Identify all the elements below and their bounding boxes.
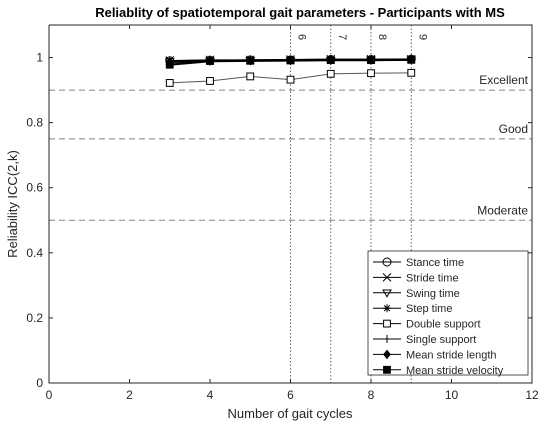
legend-marker	[383, 335, 391, 343]
vertical-marker-label: 6	[296, 34, 308, 40]
marker-shape	[382, 257, 392, 267]
y-tick-label: 1	[36, 51, 43, 65]
data-point	[206, 57, 214, 66]
marker-shape	[246, 56, 255, 65]
reference-lines: Excellent Good Moderate	[49, 73, 532, 221]
legend-item: Mean stride length	[373, 349, 497, 361]
legend-item: Step time	[373, 303, 452, 315]
legend-item: Stride time	[373, 272, 459, 284]
y-tick-label: 0.8	[26, 116, 43, 130]
data-point	[407, 55, 416, 64]
legend-marker	[383, 304, 391, 313]
marker-shape	[165, 60, 174, 69]
data-point	[326, 56, 335, 65]
legend-label: Stance time	[406, 257, 464, 269]
marker-shape	[286, 56, 295, 65]
marker-shape	[383, 349, 391, 360]
legend-label: Single support	[406, 334, 476, 346]
y-tick-label: 0.4	[26, 246, 43, 260]
marker-shape	[206, 57, 214, 66]
data-series	[164, 54, 417, 87]
legend-label: Swing time	[406, 288, 460, 300]
data-point	[165, 79, 174, 87]
legend-label: Double support	[406, 319, 481, 331]
legend-item: Stance time	[373, 257, 464, 269]
legend-marker	[383, 319, 391, 328]
vertical-marker-label: 7	[336, 34, 348, 40]
reference-label: Good	[499, 122, 528, 136]
data-point	[246, 56, 255, 65]
marker-shape	[407, 68, 416, 77]
marker-shape	[382, 289, 392, 298]
data-point	[367, 69, 375, 78]
data-point	[286, 75, 295, 84]
marker-shape	[206, 77, 214, 85]
vertical-marker-label: 8	[376, 34, 388, 40]
marker-shape	[383, 365, 391, 374]
axis-ticks: 0 2 4 6 8 10 12 0 0.2 0.4 0.6 0.8 1	[26, 25, 539, 402]
legend-label: Step time	[406, 303, 452, 315]
legend-marker	[383, 365, 391, 374]
x-tick-label: 6	[287, 388, 294, 402]
x-axis-label: Number of gait cycles	[228, 406, 353, 421]
y-tick-label: 0.2	[26, 311, 43, 325]
y-tick-label: 0.6	[26, 181, 43, 195]
legend-marker	[382, 257, 392, 267]
x-tick-label: 10	[445, 388, 459, 402]
data-point	[246, 72, 255, 81]
x-tick-label: 0	[46, 388, 53, 402]
x-tick-label: 4	[207, 388, 214, 402]
legend-marker	[383, 349, 391, 360]
marker-shape	[326, 69, 335, 78]
marker-shape	[367, 56, 375, 65]
marker-shape	[407, 55, 416, 64]
x-tick-label: 12	[525, 388, 539, 402]
reference-label: Moderate	[477, 203, 528, 217]
reference-label: Excellent	[479, 73, 528, 87]
data-point	[407, 68, 416, 77]
legend-item: Swing time	[373, 288, 460, 300]
marker-shape	[165, 79, 174, 87]
marker-shape	[383, 305, 391, 312]
y-tick-label: 0	[36, 376, 43, 390]
y-axis-label: Reliability ICC(2,k)	[5, 150, 20, 258]
data-point	[326, 69, 335, 78]
x-tick-label: 8	[368, 388, 375, 402]
legend-item: Double support	[373, 319, 481, 331]
legend-label: Stride time	[406, 272, 459, 284]
legend: Stance time Stride time Swing time Step tim…	[367, 250, 529, 377]
data-point	[206, 77, 214, 85]
legend-item: Single support	[373, 334, 476, 346]
marker-shape	[367, 69, 375, 78]
legend-marker	[382, 289, 392, 298]
vertical-marker-label: 9	[416, 34, 428, 40]
marker-shape	[326, 56, 335, 65]
data-point	[286, 56, 295, 65]
x-tick-label: 2	[126, 388, 133, 402]
marker-shape	[383, 319, 391, 328]
data-point	[367, 56, 375, 65]
marker-shape	[246, 72, 255, 81]
legend-item: Mean stride velocity	[373, 365, 504, 377]
chart-title: Reliablity of spatiotemporal gait parame…	[95, 5, 505, 20]
legend-label: Mean stride velocity	[406, 365, 504, 377]
marker-shape	[382, 273, 392, 282]
data-point	[165, 60, 174, 69]
legend-label: Mean stride length	[406, 349, 497, 361]
legend-marker	[382, 273, 392, 282]
marker-shape	[286, 75, 295, 84]
